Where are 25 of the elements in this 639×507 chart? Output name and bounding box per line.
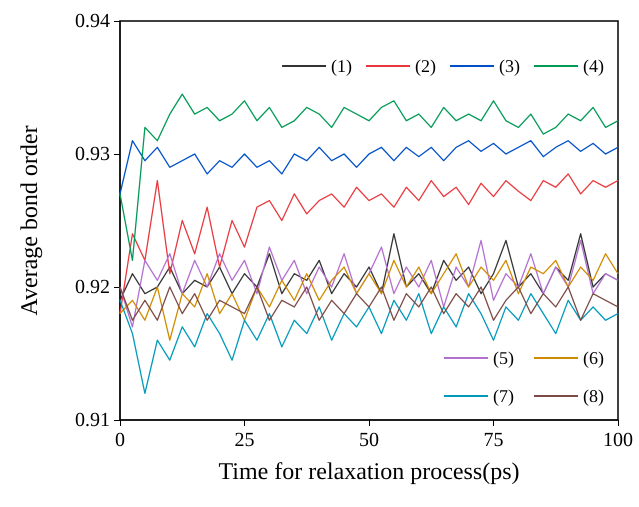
line-series xyxy=(119,240,619,328)
legend-label: (1) xyxy=(331,56,352,76)
line-series xyxy=(119,253,619,341)
y-tick-label: 0.92 xyxy=(75,276,110,298)
line-series xyxy=(119,94,619,262)
legend-label: (6) xyxy=(583,348,604,368)
legend-label: (2) xyxy=(415,56,436,76)
legend-label: (7) xyxy=(493,386,514,406)
line-series xyxy=(119,140,619,195)
line-series xyxy=(119,286,619,321)
x-tick-label: 75 xyxy=(484,429,504,451)
x-tick-label: 50 xyxy=(359,429,379,451)
y-tick-label: 0.93 xyxy=(75,143,110,165)
legend-label: (3) xyxy=(499,56,520,76)
x-tick-label: 0 xyxy=(115,429,125,451)
legend-label: (8) xyxy=(583,386,604,406)
y-tick-label: 0.94 xyxy=(75,10,110,32)
line-series xyxy=(119,173,619,314)
legend-label: (5) xyxy=(493,348,514,368)
legend-label: (4) xyxy=(583,56,604,76)
y-axis-title: Average bond order xyxy=(17,125,43,316)
x-tick-label: 25 xyxy=(234,429,254,451)
x-axis-title: Time for relaxation process(ps) xyxy=(218,459,520,485)
y-tick-label: 0.91 xyxy=(75,409,110,431)
x-tick-label: 100 xyxy=(603,429,633,451)
